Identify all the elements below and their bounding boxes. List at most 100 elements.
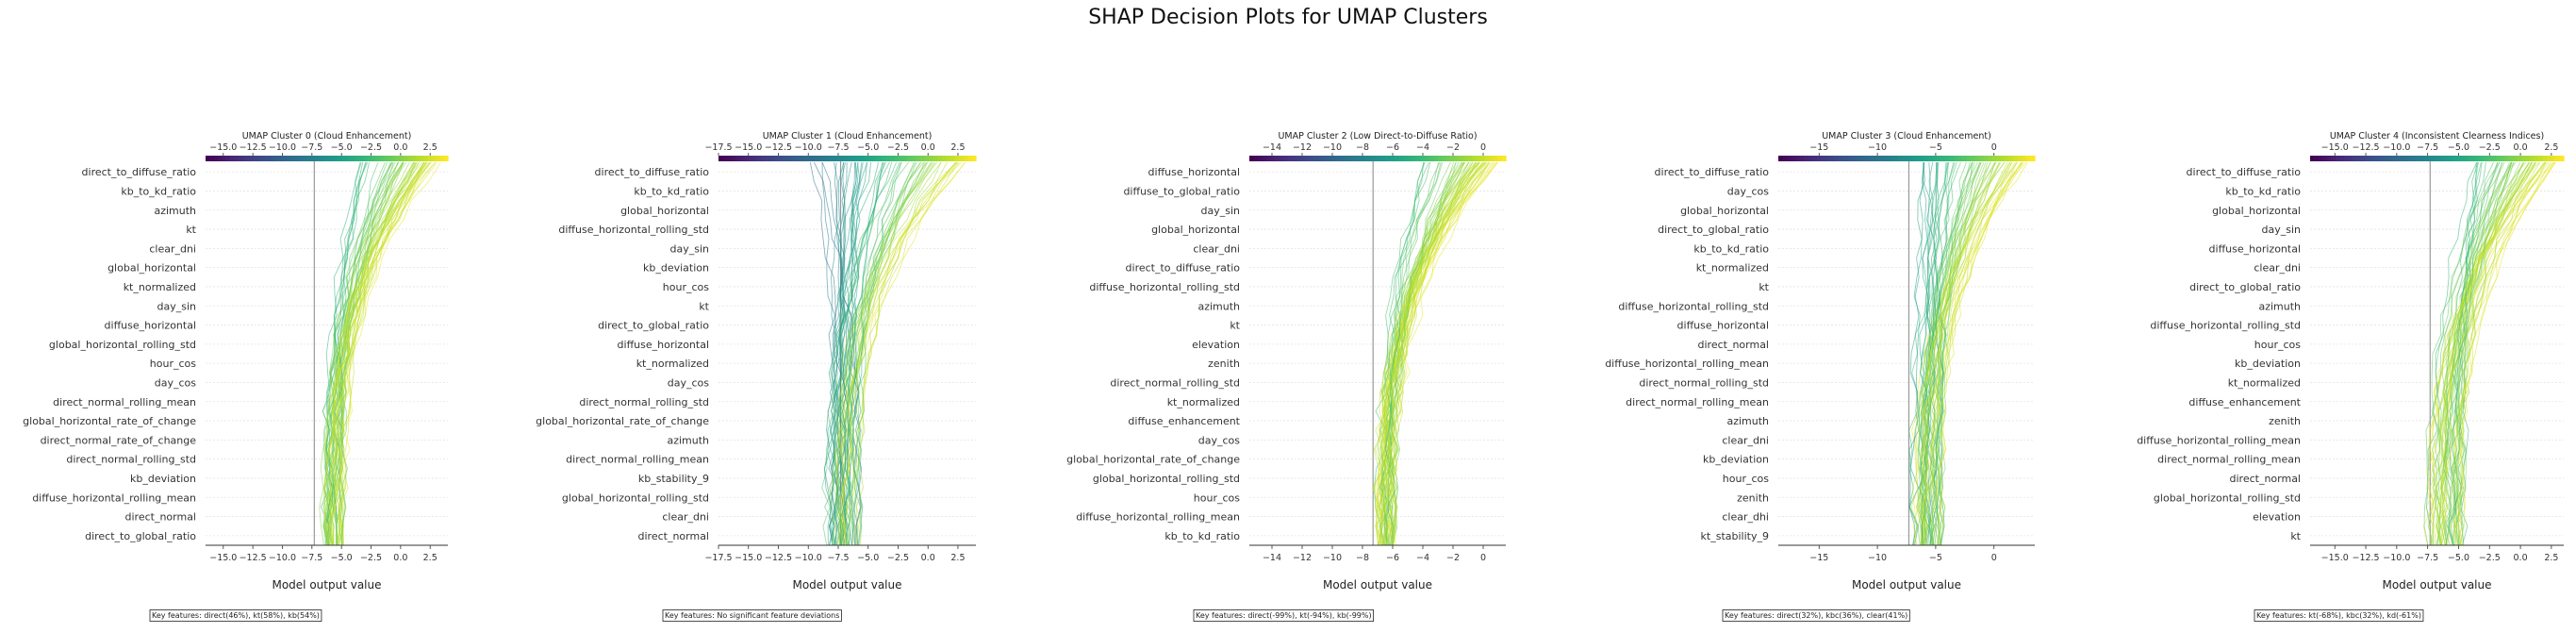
colorbar-segment bbox=[1425, 156, 1429, 161]
colorbar-segment bbox=[933, 156, 938, 161]
colorbar-segment bbox=[1292, 156, 1296, 161]
colorbar-segment bbox=[800, 156, 804, 161]
colorbar-segment bbox=[230, 156, 235, 161]
colorbar-segment bbox=[1873, 156, 1877, 161]
colorbar-segment bbox=[407, 156, 412, 161]
x-tick-label: 0.0 bbox=[393, 553, 407, 563]
colorbar-segment bbox=[1838, 156, 1842, 161]
colorbar-segment bbox=[1808, 156, 1813, 161]
colorbar-segment bbox=[299, 156, 304, 161]
colorbar-segment bbox=[791, 156, 796, 161]
colorbar-segment bbox=[843, 156, 848, 161]
colorbar-segment bbox=[1476, 156, 1480, 161]
colorbar-segment bbox=[1450, 156, 1455, 161]
colorbar-segment bbox=[411, 156, 416, 161]
colorbar-tick-label: −10.0 bbox=[269, 142, 296, 153]
colorbar-segment bbox=[339, 156, 343, 161]
colorbar-segment bbox=[379, 156, 384, 161]
colorbar-segment bbox=[1403, 156, 1408, 161]
x-axis-label: Model output value bbox=[272, 578, 381, 591]
x-tick-label: −10.0 bbox=[795, 553, 822, 563]
colorbar-tick-label: −2.5 bbox=[2479, 142, 2501, 153]
colorbar-tick-label: −4 bbox=[1416, 142, 1429, 153]
colorbar-segment bbox=[809, 156, 814, 161]
colorbar-segment bbox=[254, 156, 258, 161]
feature-label: day_sin bbox=[157, 300, 197, 312]
colorbar-segment bbox=[1890, 156, 1894, 161]
key-features-text: Key features: direct(32%), kbc(36%), cle… bbox=[1725, 611, 1907, 620]
colorbar-segment bbox=[1932, 156, 1937, 161]
colorbar-segment bbox=[262, 156, 267, 161]
colorbar-segment bbox=[218, 156, 223, 161]
colorbar-tick-label: 2.5 bbox=[2544, 142, 2558, 153]
feature-label: kb_to_kd_ratio bbox=[634, 185, 709, 197]
colorbar-segment bbox=[209, 156, 214, 161]
colorbar-segment bbox=[1949, 156, 1954, 161]
x-tick-label: 0.0 bbox=[921, 553, 935, 563]
key-features-text: Key features: No significant feature dev… bbox=[665, 611, 839, 620]
x-tick-label: −15.0 bbox=[209, 553, 237, 563]
feature-label: direct_normal bbox=[638, 530, 710, 542]
key-features-text: Key features: direct(46%), kt(58%), kb(5… bbox=[152, 611, 320, 620]
colorbar-segment bbox=[1868, 156, 1873, 161]
colorbar-segment bbox=[287, 156, 291, 161]
feature-label: zenith bbox=[1208, 358, 1240, 370]
colorbar-segment bbox=[2475, 156, 2480, 161]
feature-label: azimuth bbox=[1197, 300, 1240, 312]
colorbar-segment bbox=[278, 156, 283, 161]
colorbar-segment bbox=[1783, 156, 1788, 161]
colorbar-tick-label: −14 bbox=[1263, 142, 1281, 153]
colorbar-segment bbox=[907, 156, 912, 161]
x-tick-label: −10.0 bbox=[2383, 553, 2410, 563]
colorbar-segment bbox=[1864, 156, 1869, 161]
colorbar-segment bbox=[1339, 156, 1344, 161]
colorbar-tick-label: −15.0 bbox=[2321, 142, 2349, 153]
colorbar-segment bbox=[838, 156, 843, 161]
feature-label: direct_normal_rolling_mean bbox=[1626, 396, 1769, 408]
colorbar-segment bbox=[428, 156, 433, 161]
colorbar-segment bbox=[783, 156, 787, 161]
colorbar-segment bbox=[2403, 156, 2408, 161]
colorbar-segment bbox=[1937, 156, 1941, 161]
colorbar-segment bbox=[1275, 156, 1280, 161]
colorbar-tick-label: 0.0 bbox=[921, 142, 935, 153]
feature-label: hour_cos bbox=[663, 281, 709, 293]
colorbar-segment bbox=[2030, 156, 2035, 161]
colorbar-segment bbox=[2005, 156, 2009, 161]
colorbar-segment bbox=[1369, 156, 1374, 161]
colorbar-segment bbox=[363, 156, 368, 161]
feature-label: global_horizontal_rolling_std bbox=[49, 339, 196, 351]
feature-label: direct_to_diffuse_ratio bbox=[1655, 166, 1770, 178]
feature-label: kt_normalized bbox=[1167, 396, 1240, 408]
feature-label: day_cos bbox=[668, 376, 710, 389]
colorbar-segment bbox=[2344, 156, 2349, 161]
colorbar-segment bbox=[1378, 156, 1382, 161]
x-tick-label: −2.5 bbox=[2479, 553, 2501, 563]
colorbar-segment bbox=[310, 156, 315, 161]
colorbar-tick-label: −5.0 bbox=[331, 142, 353, 153]
feature-label: azimuth bbox=[667, 434, 709, 446]
colorbar-segment bbox=[2429, 156, 2434, 161]
x-tick-label: −5 bbox=[1929, 553, 1942, 563]
feature-label: diffuse_horizontal_rolling_mean bbox=[1605, 358, 1769, 370]
colorbar-segment bbox=[2412, 156, 2417, 161]
x-tick-label: −12 bbox=[1293, 553, 1312, 563]
colorbar-segment bbox=[1258, 156, 1263, 161]
colorbar-tick-label: −5.0 bbox=[2448, 142, 2469, 153]
colorbar-segment bbox=[347, 156, 352, 161]
feature-label: kb_deviation bbox=[2235, 358, 2301, 370]
colorbar-tick-label: 0 bbox=[1480, 142, 1486, 153]
colorbar-tick-label: −6 bbox=[1386, 142, 1399, 153]
colorbar-segment bbox=[290, 156, 295, 161]
colorbar-segment bbox=[1847, 156, 1852, 161]
colorbar-segment bbox=[1834, 156, 1839, 161]
colorbar-segment bbox=[2378, 156, 2383, 161]
feature-label: kt bbox=[1230, 320, 1240, 332]
colorbar-segment bbox=[1911, 156, 1916, 161]
colorbar-tick-label: −10.0 bbox=[2383, 142, 2410, 153]
colorbar-segment bbox=[1480, 156, 1485, 161]
x-axis: −15.0 −12.5 −10.0 −7.5 −5.0 −2.5 0.0 2.5 bbox=[2310, 545, 2564, 563]
colorbar-segment bbox=[1361, 156, 1365, 161]
colorbar-segment bbox=[1395, 156, 1399, 161]
